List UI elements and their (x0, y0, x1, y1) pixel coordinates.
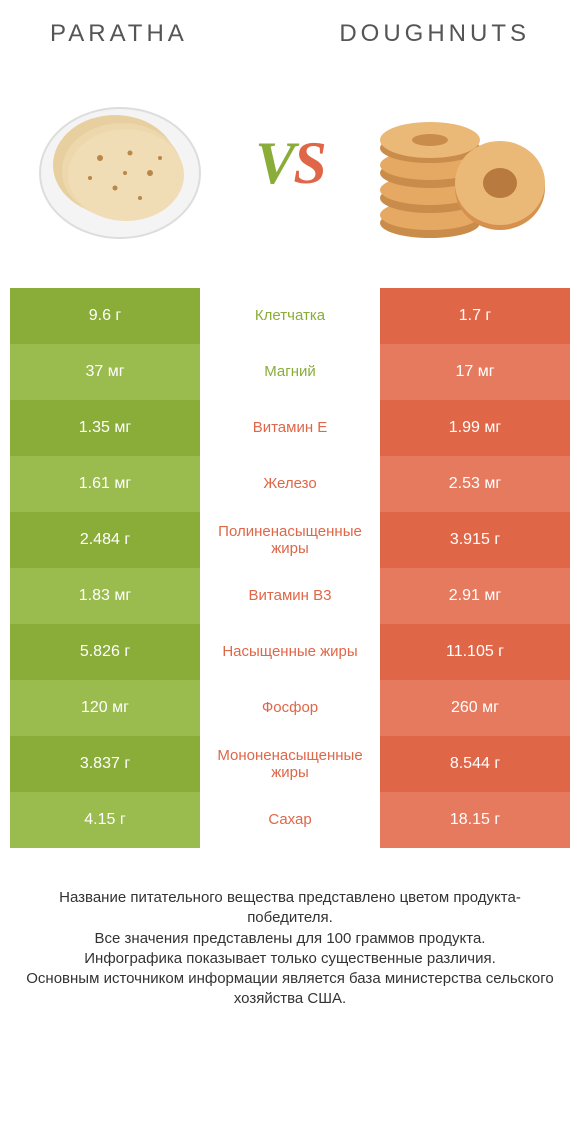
value-left: 37 мг (10, 344, 200, 400)
value-left: 5.826 г (10, 624, 200, 680)
vs-s: S (293, 130, 324, 196)
nutrient-label: Витамин B3 (200, 568, 380, 624)
value-left: 120 мг (10, 680, 200, 736)
value-right: 17 мг (380, 344, 570, 400)
nutrient-label: Витамин E (200, 400, 380, 456)
value-left: 3.837 г (10, 736, 200, 792)
value-right: 1.99 мг (380, 400, 570, 456)
paratha-image (30, 73, 210, 253)
value-right: 260 мг (380, 680, 570, 736)
value-right: 11.105 г (380, 624, 570, 680)
nutrient-label: Насыщенные жиры (200, 624, 380, 680)
table-row: 1.35 мгВитамин E1.99 мг (10, 400, 570, 456)
table-row: 1.83 мгВитамин B32.91 мг (10, 568, 570, 624)
footer-line: Основным источником информации является … (24, 969, 556, 1010)
footer-line: Название питательного вещества представл… (24, 888, 556, 929)
doughnuts-image (370, 73, 550, 253)
value-left: 9.6 г (10, 288, 200, 344)
table-row: 1.61 мгЖелезо2.53 мг (10, 456, 570, 512)
nutrient-label: Фосфор (200, 680, 380, 736)
title-right: DOUGHNUTS (339, 20, 530, 48)
nutrient-label: Магний (200, 344, 380, 400)
value-left: 1.83 мг (10, 568, 200, 624)
value-right: 18.15 г (380, 792, 570, 848)
nutrient-label: Полиненасыщенные жиры (200, 512, 380, 568)
table-row: 120 мгФосфор260 мг (10, 680, 570, 736)
footer-text: Название питательного вещества представл… (0, 848, 580, 1010)
vs-label: VS (255, 129, 324, 198)
table-row: 2.484 гПолиненасыщенные жиры3.915 г (10, 512, 570, 568)
nutrient-label: Клетчатка (200, 288, 380, 344)
table-row: 3.837 гМононенасыщенные жиры8.544 г (10, 736, 570, 792)
hero: VS (0, 58, 580, 288)
vs-v: V (255, 130, 293, 196)
value-left: 1.61 мг (10, 456, 200, 512)
value-left: 1.35 мг (10, 400, 200, 456)
table-row: 5.826 гНасыщенные жиры11.105 г (10, 624, 570, 680)
header: PARATHA DOUGHNUTS (0, 0, 580, 58)
value-right: 2.53 мг (380, 456, 570, 512)
title-left: PARATHA (50, 20, 188, 48)
comparison-table: 9.6 гКлетчатка1.7 г37 мгМагний17 мг1.35 … (10, 288, 570, 848)
footer-line: Все значения представлены для 100 граммо… (24, 929, 556, 949)
nutrient-label: Сахар (200, 792, 380, 848)
table-row: 9.6 гКлетчатка1.7 г (10, 288, 570, 344)
value-right: 8.544 г (380, 736, 570, 792)
value-right: 2.91 мг (380, 568, 570, 624)
nutrient-label: Мононенасыщенные жиры (200, 736, 380, 792)
value-left: 4.15 г (10, 792, 200, 848)
value-right: 3.915 г (380, 512, 570, 568)
table-row: 37 мгМагний17 мг (10, 344, 570, 400)
value-left: 2.484 г (10, 512, 200, 568)
value-right: 1.7 г (380, 288, 570, 344)
table-row: 4.15 гСахар18.15 г (10, 792, 570, 848)
footer-line: Инфографика показывает только существенн… (24, 949, 556, 969)
nutrient-label: Железо (200, 456, 380, 512)
